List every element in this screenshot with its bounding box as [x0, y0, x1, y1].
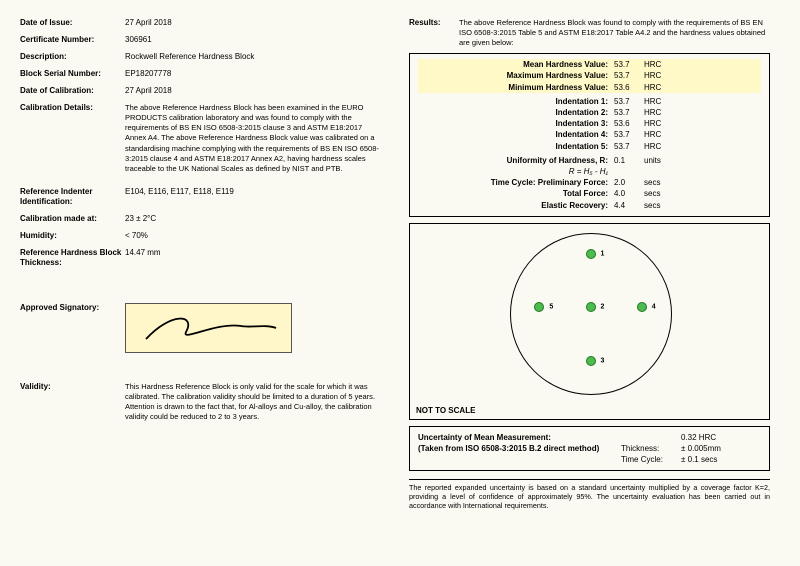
- signature-box: [125, 303, 292, 353]
- humidity-value: < 70%: [125, 231, 381, 241]
- total-k: Total Force:: [418, 188, 614, 199]
- issue-label: Date of Issue:: [20, 18, 125, 28]
- unif-u: units: [644, 155, 684, 166]
- total-v: 4.0: [614, 188, 644, 199]
- i3-v: 53.6: [614, 118, 644, 129]
- u-tc-lbl: Time Cycle:: [621, 454, 681, 465]
- mean-u: HRC: [644, 59, 684, 70]
- umm-lbl: Uncertainty of Mean Measurement:: [418, 433, 551, 442]
- indent-point-label-4: 4: [652, 303, 656, 310]
- prelim-v: 2.0: [614, 177, 644, 188]
- footnote: The reported expanded uncertainty is bas…: [409, 479, 770, 510]
- i1-v: 53.7: [614, 96, 644, 107]
- results-text: The above Reference Hardness Block was f…: [459, 18, 770, 47]
- unif-formula: R = H₅ - H₁: [418, 166, 614, 177]
- desc-label: Description:: [20, 52, 125, 62]
- indent-point-1: [586, 249, 596, 259]
- thick-label: Reference Hardness Block Thickness:: [20, 248, 125, 268]
- indent-point-label-3: 3: [601, 358, 605, 365]
- i4-k: Indentation 4:: [418, 129, 614, 140]
- indenter-value: E104, E116, E117, E118, E119: [125, 187, 381, 207]
- elastic-k: Elastic Recovery:: [418, 200, 614, 211]
- min-k: Minimum Hardness Value:: [418, 82, 614, 93]
- unif-k: Uniformity of Hardness, R:: [418, 155, 614, 166]
- unif-v: 0.1: [614, 155, 644, 166]
- indent-point-label-1: 1: [601, 251, 605, 258]
- indent-point-label-2: 2: [601, 303, 605, 310]
- indent-point-5: [534, 302, 544, 312]
- i1-k: Indentation 1:: [418, 96, 614, 107]
- serial-label: Block Serial Number:: [20, 69, 125, 79]
- desc-value: Rockwell Reference Hardness Block: [125, 52, 381, 62]
- hardness-values-box: Mean Hardness Value:53.7HRC Maximum Hard…: [409, 53, 770, 216]
- u-tc-val: ± 0.1 secs: [681, 454, 761, 465]
- calibdate-label: Date of Calibration:: [20, 86, 125, 96]
- i2-v: 53.7: [614, 107, 644, 118]
- mean-k: Mean Hardness Value:: [418, 59, 614, 70]
- mean-v: 53.7: [614, 59, 644, 70]
- validity-label: Validity:: [20, 382, 125, 423]
- uncertainty-box: Uncertainty of Mean Measurement: 0.32 HRC…: [409, 426, 770, 472]
- validity-value: This Hardness Reference Block is only va…: [125, 382, 381, 423]
- u-thick-lbl: Thickness:: [621, 443, 681, 454]
- max-k: Maximum Hardness Value:: [418, 70, 614, 81]
- not-to-scale: NOT TO SCALE: [416, 406, 475, 415]
- serial-value: EP18207778: [125, 69, 381, 79]
- umm-val: 0.32 HRC: [681, 432, 761, 443]
- results-label: Results:: [409, 18, 459, 47]
- max-v: 53.7: [614, 70, 644, 81]
- calibdate-value: 27 April 2018: [125, 86, 381, 96]
- sig-label: Approved Signatory:: [20, 303, 125, 353]
- max-u: HRC: [644, 70, 684, 81]
- left-column: Date of Issue:27 April 2018 Certificate …: [0, 0, 395, 566]
- i2-k: Indentation 2:: [418, 107, 614, 118]
- min-u: HRC: [644, 82, 684, 93]
- calibat-label: Calibration made at:: [20, 214, 125, 224]
- indent-point-2: [586, 302, 596, 312]
- calibat-value: 23 ± 2°C: [125, 214, 381, 224]
- thick-value: 14.47 mm: [125, 248, 381, 268]
- details-label: Calibration Details:: [20, 103, 125, 174]
- prelim-k: Time Cycle: Preliminary Force:: [418, 177, 614, 188]
- indenter-label: Reference Indenter Identification:: [20, 187, 125, 207]
- indent-point-label-5: 5: [549, 303, 553, 310]
- i3-k: Indentation 3:: [418, 118, 614, 129]
- min-v: 53.6: [614, 82, 644, 93]
- details-value: The above Reference Hardness Block has b…: [125, 103, 381, 174]
- elastic-v: 4.4: [614, 200, 644, 211]
- indent-point-3: [586, 356, 596, 366]
- indent-point-4: [637, 302, 647, 312]
- humidity-label: Humidity:: [20, 231, 125, 241]
- cert-label: Certificate Number:: [20, 35, 125, 45]
- i5-k: Indentation 5:: [418, 141, 614, 152]
- indent-diagram: 1 2 3 4 5 NOT TO SCALE: [409, 223, 770, 420]
- i5-v: 53.7: [614, 141, 644, 152]
- taken-txt: (Taken from ISO 6508-3:2015 B.2 direct m…: [418, 444, 599, 453]
- i4-v: 53.7: [614, 129, 644, 140]
- u-thick-val: ± 0.005mm: [681, 443, 761, 454]
- issue-value: 27 April 2018: [125, 18, 381, 28]
- right-column: Results: The above Reference Hardness Bl…: [395, 0, 790, 566]
- cert-value: 306961: [125, 35, 381, 45]
